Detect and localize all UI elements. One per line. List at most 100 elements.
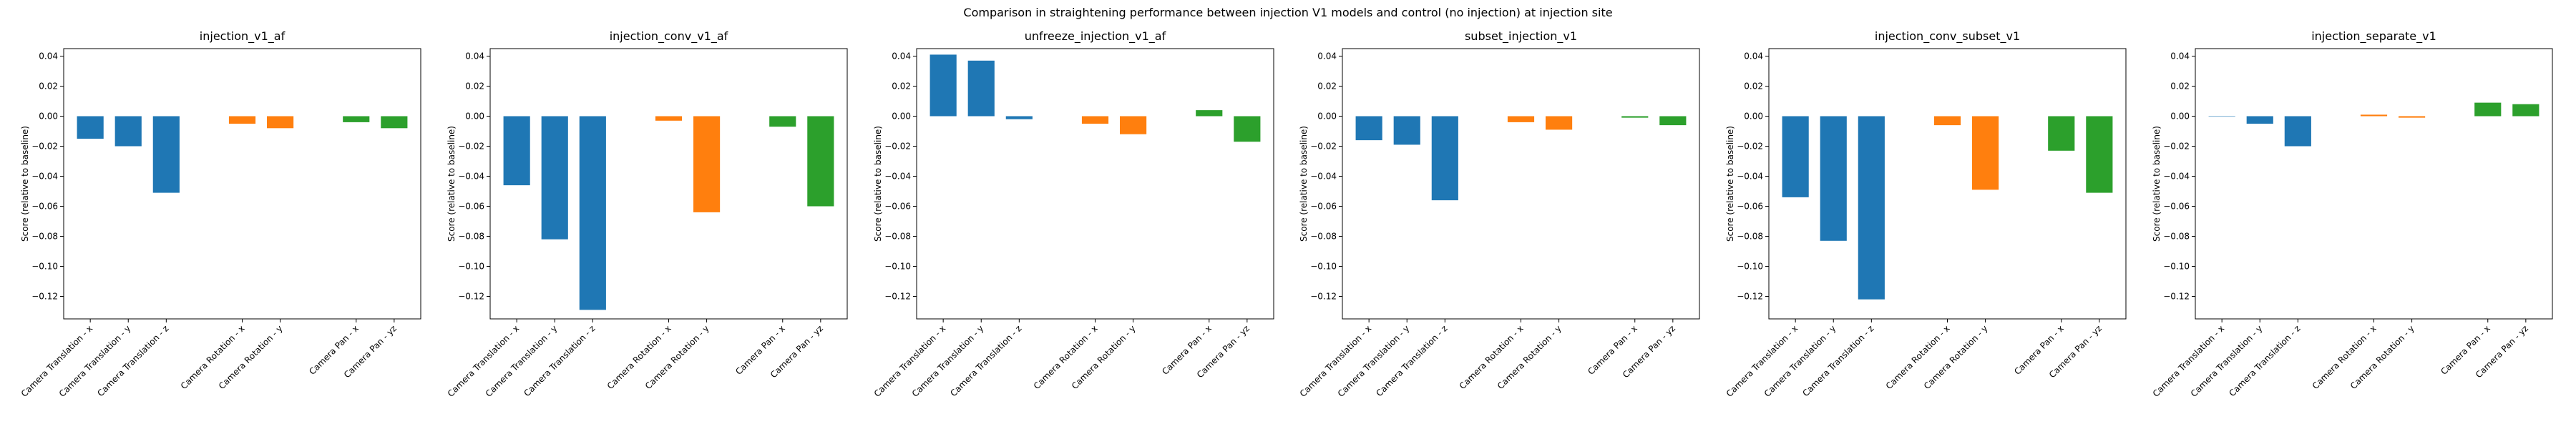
- y-tick-label: −0.06: [458, 202, 484, 212]
- axes-frame: [1342, 48, 1700, 320]
- x-tick-label: Camera Translation - x: [2151, 323, 2227, 399]
- y-tick-label: −0.10: [1310, 262, 1337, 272]
- bar-camera-rotation-x: [1507, 116, 1535, 122]
- x-tick-label: Camera Rotation - x: [1032, 323, 1100, 391]
- subplot-title: injection_conv_v1_af: [610, 29, 728, 44]
- y-tick-label: 0.04: [1744, 51, 1763, 61]
- y-tick-label: −0.12: [1310, 292, 1337, 302]
- bar-camera-pan-x: [343, 116, 370, 122]
- y-tick-label: 0.02: [465, 82, 484, 92]
- y-tick-label: 0.02: [39, 82, 58, 92]
- bar-camera-translation-y: [541, 116, 568, 240]
- y-tick-label: 0.02: [892, 82, 911, 92]
- bar-camera-pan-yz: [807, 116, 834, 207]
- y-tick-label: −0.12: [31, 292, 58, 302]
- bar-camera-translation-z: [152, 116, 180, 193]
- x-tick-label: Camera Translation - y: [1762, 323, 1838, 399]
- x-tick-label: Camera Rotation - y: [1922, 323, 1990, 391]
- y-tick-label: −0.12: [1737, 292, 1763, 302]
- subplot-5: injection_conv_subset_v1 0.04 0.02 0.00 −0.0…: [1724, 29, 2127, 399]
- x-tick-label: Camera Translation - y: [910, 323, 986, 399]
- subplot-2: injection_conv_v1_af 0.04 0.02 0.00 −0.02 −0.…: [446, 29, 848, 399]
- bar-camera-rotation-y: [1546, 116, 1573, 130]
- x-tick-label: Camera Translation - y: [484, 323, 560, 399]
- y-tick-label: −0.10: [1737, 262, 1763, 272]
- y-tick-label: −0.06: [884, 202, 911, 212]
- y-tick-label: 0.02: [2170, 82, 2190, 92]
- x-tick-label: Camera Translation - x: [446, 323, 522, 399]
- bar-camera-rotation-y: [1120, 116, 1147, 134]
- bar-camera-translation-z: [1858, 116, 1885, 300]
- y-tick-label: −0.08: [884, 232, 911, 242]
- bar-camera-translation-z: [2284, 116, 2311, 147]
- y-tick-label: 0.00: [39, 112, 58, 122]
- y-tick-label: 0.04: [39, 51, 58, 61]
- y-tick-label: −0.10: [884, 262, 911, 272]
- bar-camera-rotation-x: [2360, 114, 2388, 117]
- y-tick-label: −0.04: [884, 172, 911, 182]
- y-tick-label: 0.00: [2170, 112, 2190, 122]
- bar-camera-rotation-x: [1933, 116, 1961, 126]
- y-tick-label: −0.12: [2163, 292, 2190, 302]
- y-tick-label: 0.04: [892, 51, 911, 61]
- y-tick-label: 0.00: [1744, 112, 1763, 122]
- x-tick-label: Camera Translation - x: [1724, 323, 1800, 399]
- x-tick-label: Camera Rotation - x: [1884, 323, 1952, 391]
- bar-camera-translation-x: [77, 116, 104, 139]
- x-tick-label: Camera Rotation - x: [605, 323, 673, 391]
- y-axis-label: Score (relative to baseline): [20, 126, 30, 242]
- axes-frame: [63, 48, 421, 320]
- bar-camera-pan-x: [1196, 110, 1223, 117]
- y-tick-label: −0.06: [31, 202, 58, 212]
- y-tick-label: −0.02: [2163, 142, 2190, 152]
- bar-camera-translation-y: [114, 116, 142, 147]
- y-tick-label: −0.02: [31, 142, 58, 152]
- bar-camera-pan-x: [1621, 116, 1649, 118]
- subplot-6: injection_separate_v1 0.04 0.02 0.00 −0.02 −0…: [2151, 29, 2553, 399]
- y-tick-label: −0.08: [458, 232, 484, 242]
- axes-frame: [1768, 48, 2127, 320]
- axes-frame: [2195, 48, 2553, 320]
- x-tick-label: Camera Translation - z: [95, 323, 170, 398]
- y-tick-label: 0.00: [465, 112, 484, 122]
- y-tick-label: 0.00: [1317, 112, 1337, 122]
- bar-camera-pan-yz: [2086, 116, 2113, 193]
- bar-camera-rotation-x: [655, 116, 683, 121]
- axes-frame: [489, 48, 848, 320]
- y-axis-label: Score (relative to baseline): [1299, 126, 1309, 242]
- x-tick-label: Camera Translation - z: [2227, 323, 2302, 398]
- x-tick-label: Camera Rotation - y: [2348, 323, 2416, 391]
- bar-camera-rotation-x: [228, 116, 256, 124]
- y-tick-label: −0.12: [458, 292, 484, 302]
- subplot-title: injection_conv_subset_v1: [1875, 29, 2020, 44]
- x-tick-label: Camera Rotation - x: [179, 323, 247, 391]
- y-tick-label: −0.10: [2163, 262, 2190, 272]
- x-tick-label: Camera Rotation - x: [2311, 323, 2379, 391]
- bar-camera-translation-y: [1820, 116, 1847, 241]
- y-tick-label: −0.04: [1737, 172, 1763, 182]
- subplot-grid: injection_v1_af 0.04 0.02 0.00 −0.02 −0.04 −0.…: [19, 29, 2553, 399]
- subplot-4: subset_injection_v1 0.04 0.02 0.00 −0.02 −0.0…: [1298, 29, 1700, 399]
- y-tick-label: −0.08: [31, 232, 58, 242]
- x-tick-label: Camera Rotation - y: [643, 323, 711, 391]
- x-tick-label: Camera Rotation - y: [1070, 323, 1138, 391]
- x-tick-label: Camera Translation - z: [948, 323, 1023, 398]
- y-tick-label: −0.08: [2163, 232, 2190, 242]
- y-tick-label: 0.02: [1317, 82, 1337, 92]
- bar-camera-pan-x: [2474, 102, 2502, 117]
- bar-camera-pan-yz: [1234, 116, 1261, 142]
- x-tick-label: Camera Rotation - y: [217, 323, 285, 391]
- bar-camera-rotation-x: [1081, 116, 1109, 124]
- y-tick-label: 0.02: [1744, 82, 1763, 92]
- y-tick-label: −0.02: [458, 142, 484, 152]
- bar-camera-translation-x: [503, 116, 530, 186]
- x-tick-label: Camera Translation - z: [1374, 323, 1449, 398]
- y-tick-label: −0.08: [1737, 232, 1763, 242]
- bar-camera-translation-y: [1393, 116, 1420, 145]
- y-tick-label: −0.04: [31, 172, 58, 182]
- bar-camera-rotation-y: [1972, 116, 1999, 190]
- y-tick-label: −0.02: [1737, 142, 1763, 152]
- x-tick-label: Camera Translation - x: [19, 323, 95, 399]
- bar-camera-translation-z: [1431, 116, 1458, 201]
